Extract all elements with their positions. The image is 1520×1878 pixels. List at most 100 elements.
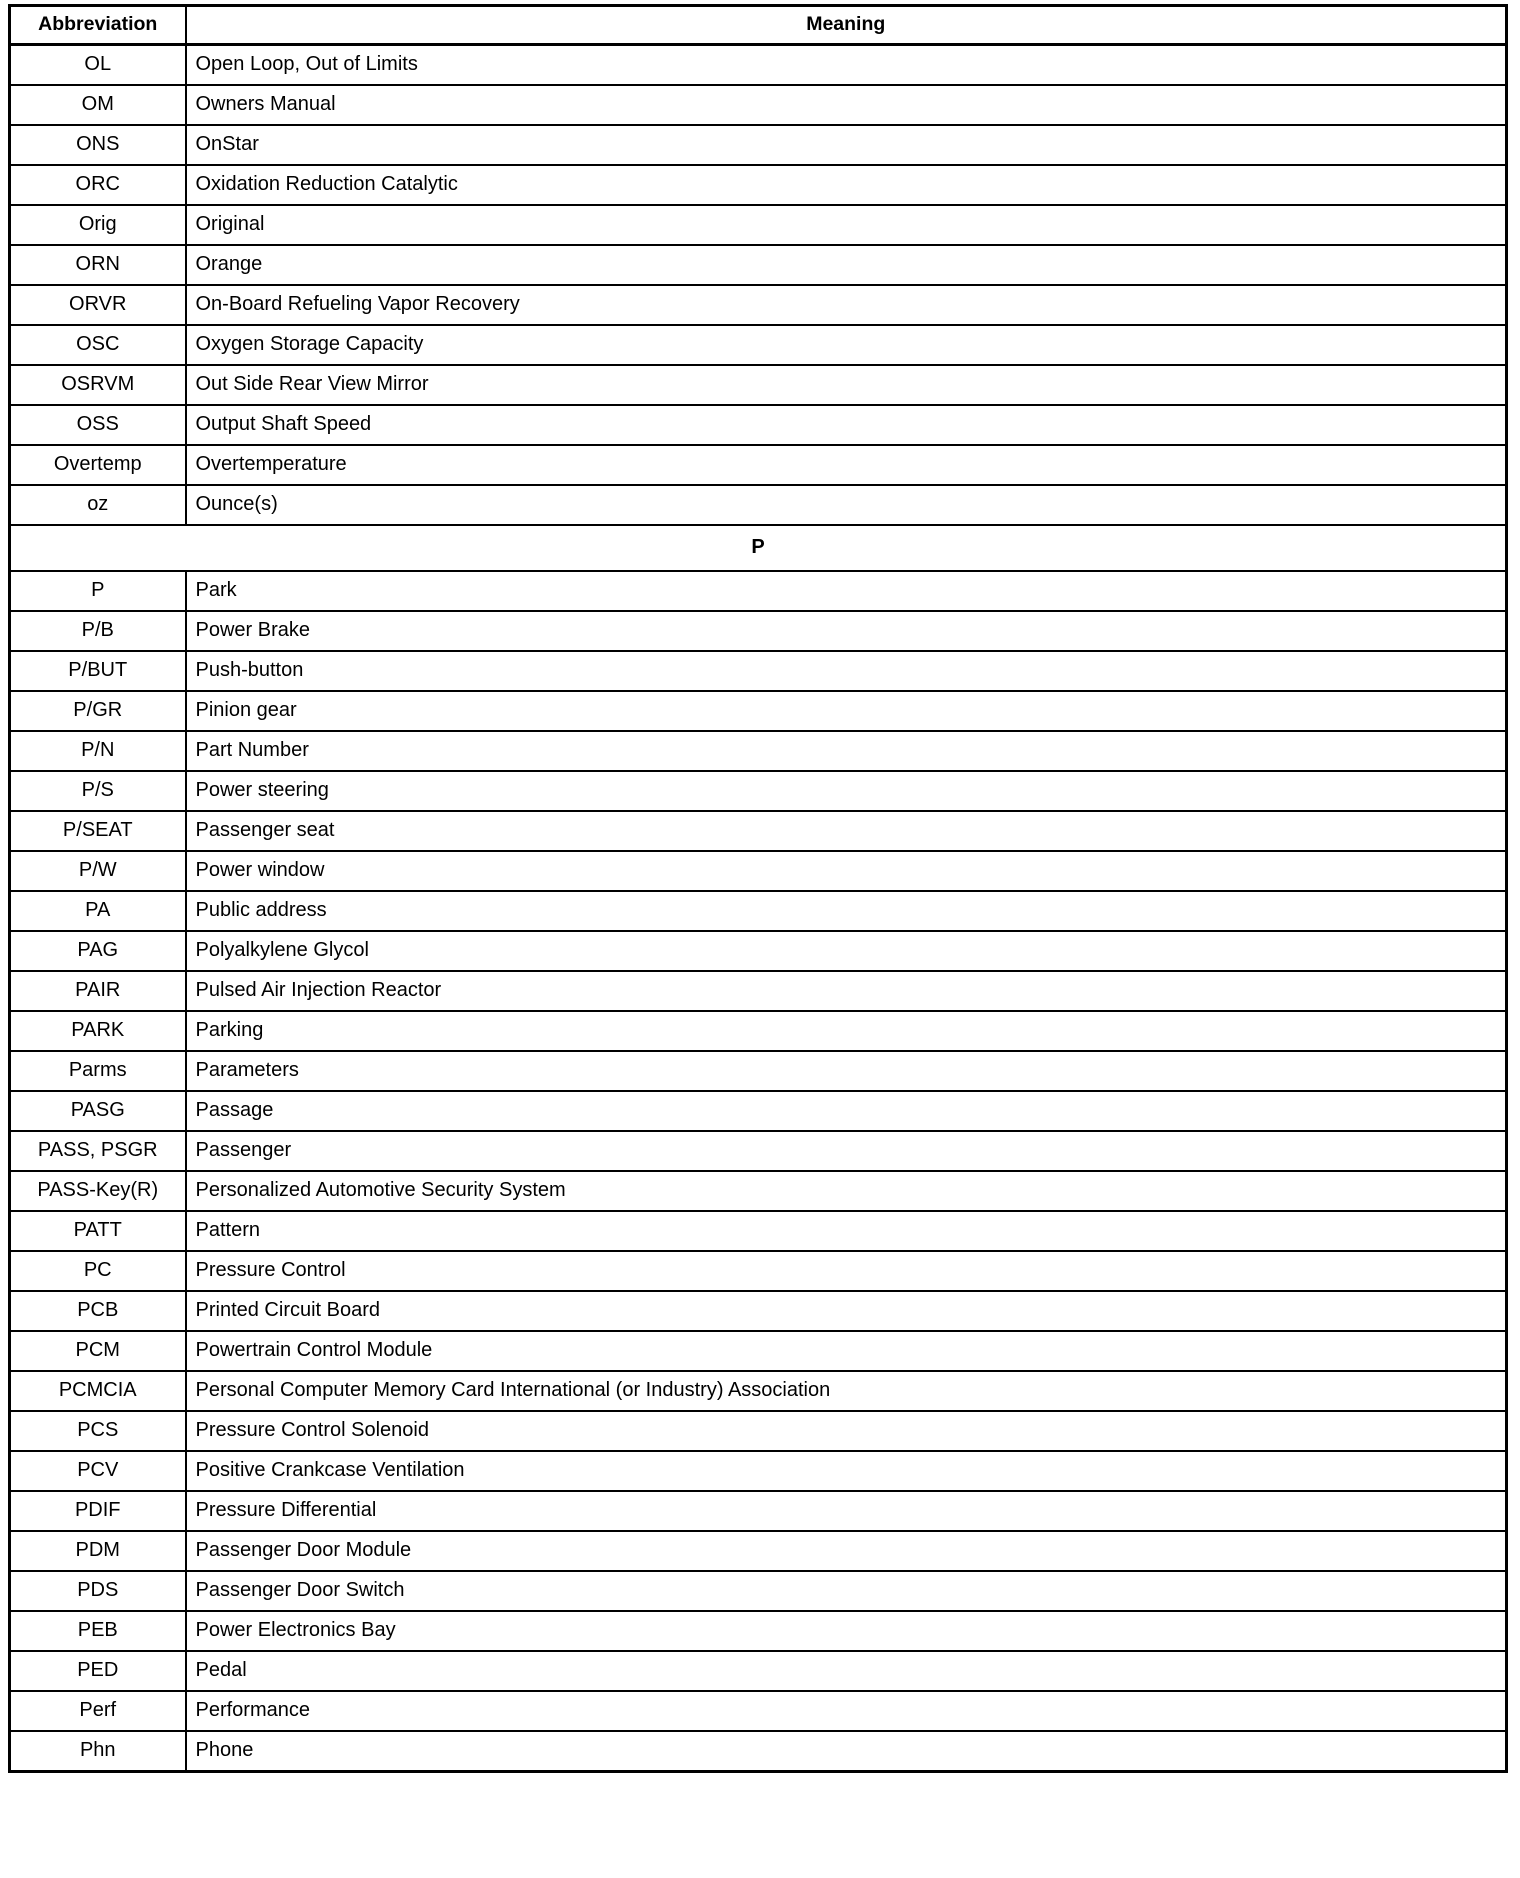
cell-meaning: Owners Manual [185,84,1507,126]
cell-meaning: Part Number [185,730,1507,772]
cell-meaning: Positive Crankcase Ventilation [185,1450,1507,1492]
cell-meaning: Oxidation Reduction Catalytic [185,164,1507,206]
cell-abbreviation: Parms [9,1050,187,1092]
cell-abbreviation: OSRVM [9,364,187,406]
cell-abbreviation: OM [9,84,187,126]
table-row: PCMCIA Personal Computer Memory Card Inte… [9,1370,1507,1412]
cell-abbreviation: OSS [9,404,187,446]
table-row: OSRVM Out Side Rear View Mirror [9,364,1507,406]
section-label: P [9,524,1507,572]
cell-abbreviation: P [9,570,187,612]
cell-abbreviation: PEB [9,1610,187,1652]
cell-abbreviation: PCM [9,1330,187,1372]
cell-meaning: On-Board Refueling Vapor Recovery [185,284,1507,326]
cell-meaning: Ounce(s) [185,484,1507,526]
table-row: oz Ounce(s) [9,484,1507,526]
cell-meaning: Power window [185,850,1507,892]
cell-abbreviation: PASG [9,1090,187,1132]
cell-meaning: Printed Circuit Board [185,1290,1507,1332]
cell-abbreviation: ORN [9,244,187,286]
table-row: PCS Pressure Control Solenoid [9,1410,1507,1452]
cell-abbreviation: PATT [9,1210,187,1252]
cell-abbreviation: PASS, PSGR [9,1130,187,1172]
cell-abbreviation: P/B [9,610,187,652]
table-row: PCV Positive Crankcase Ventilation [9,1450,1507,1492]
table-row: Phn Phone [9,1730,1507,1772]
table-row: Parms Parameters [9,1050,1507,1092]
cell-meaning: Passenger Door Module [185,1530,1507,1572]
table-row: PATT Pattern [9,1210,1507,1252]
cell-abbreviation: Orig [9,204,187,246]
table-row: Perf Performance [9,1690,1507,1732]
table-row: PDIF Pressure Differential [9,1490,1507,1532]
cell-meaning: Performance [185,1690,1507,1732]
cell-abbreviation: PDS [9,1570,187,1612]
table-header-row: Abbreviation Meaning [9,5,1507,47]
column-header-meaning: Meaning [185,5,1507,47]
cell-meaning: Original [185,204,1507,246]
cell-abbreviation: OSC [9,324,187,366]
cell-meaning: Oxygen Storage Capacity [185,324,1507,366]
cell-abbreviation: Perf [9,1690,187,1732]
cell-meaning: Orange [185,244,1507,286]
cell-meaning: Overtemperature [185,444,1507,486]
cell-abbreviation: P/S [9,770,187,812]
cell-meaning: Pressure Differential [185,1490,1507,1532]
table-row: PARK Parking [9,1010,1507,1052]
cell-meaning: Pattern [185,1210,1507,1252]
table-row: PA Public address [9,890,1507,932]
cell-abbreviation: P/BUT [9,650,187,692]
table-row: P/B Power Brake [9,610,1507,652]
cell-abbreviation: PAG [9,930,187,972]
table-row: ORN Orange [9,244,1507,286]
cell-meaning: Pulsed Air Injection Reactor [185,970,1507,1012]
cell-meaning: Power steering [185,770,1507,812]
table-row: P/W Power window [9,850,1507,892]
cell-abbreviation: P/SEAT [9,810,187,852]
cell-meaning: Public address [185,890,1507,932]
table-row: PAIR Pulsed Air Injection Reactor [9,970,1507,1012]
table-row: OM Owners Manual [9,84,1507,126]
cell-abbreviation: PDIF [9,1490,187,1532]
table-row: PED Pedal [9,1650,1507,1692]
cell-meaning: Passage [185,1090,1507,1132]
table-row: PEB Power Electronics Bay [9,1610,1507,1652]
cell-meaning: Power Electronics Bay [185,1610,1507,1652]
abbreviation-table: Abbreviation Meaning OL Open Loop, Out of… [8,4,1508,1774]
cell-meaning: Personalized Automotive Security System [185,1170,1507,1212]
table-row: OSS Output Shaft Speed [9,404,1507,446]
cell-abbreviation: PCB [9,1290,187,1332]
cell-meaning: Personal Computer Memory Card Internatio… [185,1370,1507,1412]
cell-meaning: Polyalkylene Glycol [185,930,1507,972]
table-header: Abbreviation Meaning [9,5,1507,47]
cell-abbreviation: Phn [9,1730,187,1772]
table-row: P/GR Pinion gear [9,690,1507,732]
table-row: PCB Printed Circuit Board [9,1290,1507,1332]
cell-meaning: Phone [185,1730,1507,1772]
cell-meaning: OnStar [185,124,1507,166]
cell-meaning: Out Side Rear View Mirror [185,364,1507,406]
table-row: Orig Original [9,204,1507,246]
cell-meaning: Passenger Door Switch [185,1570,1507,1612]
cell-meaning: Passenger [185,1130,1507,1172]
cell-meaning: Pinion gear [185,690,1507,732]
cell-abbreviation: PC [9,1250,187,1292]
cell-abbreviation: PDM [9,1530,187,1572]
table-row: ORVR On-Board Refueling Vapor Recovery [9,284,1507,326]
cell-abbreviation: P/W [9,850,187,892]
table-row: ORC Oxidation Reduction Catalytic [9,164,1507,206]
table-row: PASS, PSGR Passenger [9,1130,1507,1172]
cell-meaning: Parameters [185,1050,1507,1092]
cell-meaning: Pressure Control [185,1250,1507,1292]
table-row: OSC Oxygen Storage Capacity [9,324,1507,366]
cell-meaning: Powertrain Control Module [185,1330,1507,1372]
cell-meaning: Output Shaft Speed [185,404,1507,446]
table-row: PAG Polyalkylene Glycol [9,930,1507,972]
table-row: P/SEAT Passenger seat [9,810,1507,852]
table-row: OL Open Loop, Out of Limits [9,43,1507,86]
cell-abbreviation: P/N [9,730,187,772]
table-section-row: P [9,524,1507,572]
cell-abbreviation: PA [9,890,187,932]
cell-abbreviation: PCS [9,1410,187,1452]
